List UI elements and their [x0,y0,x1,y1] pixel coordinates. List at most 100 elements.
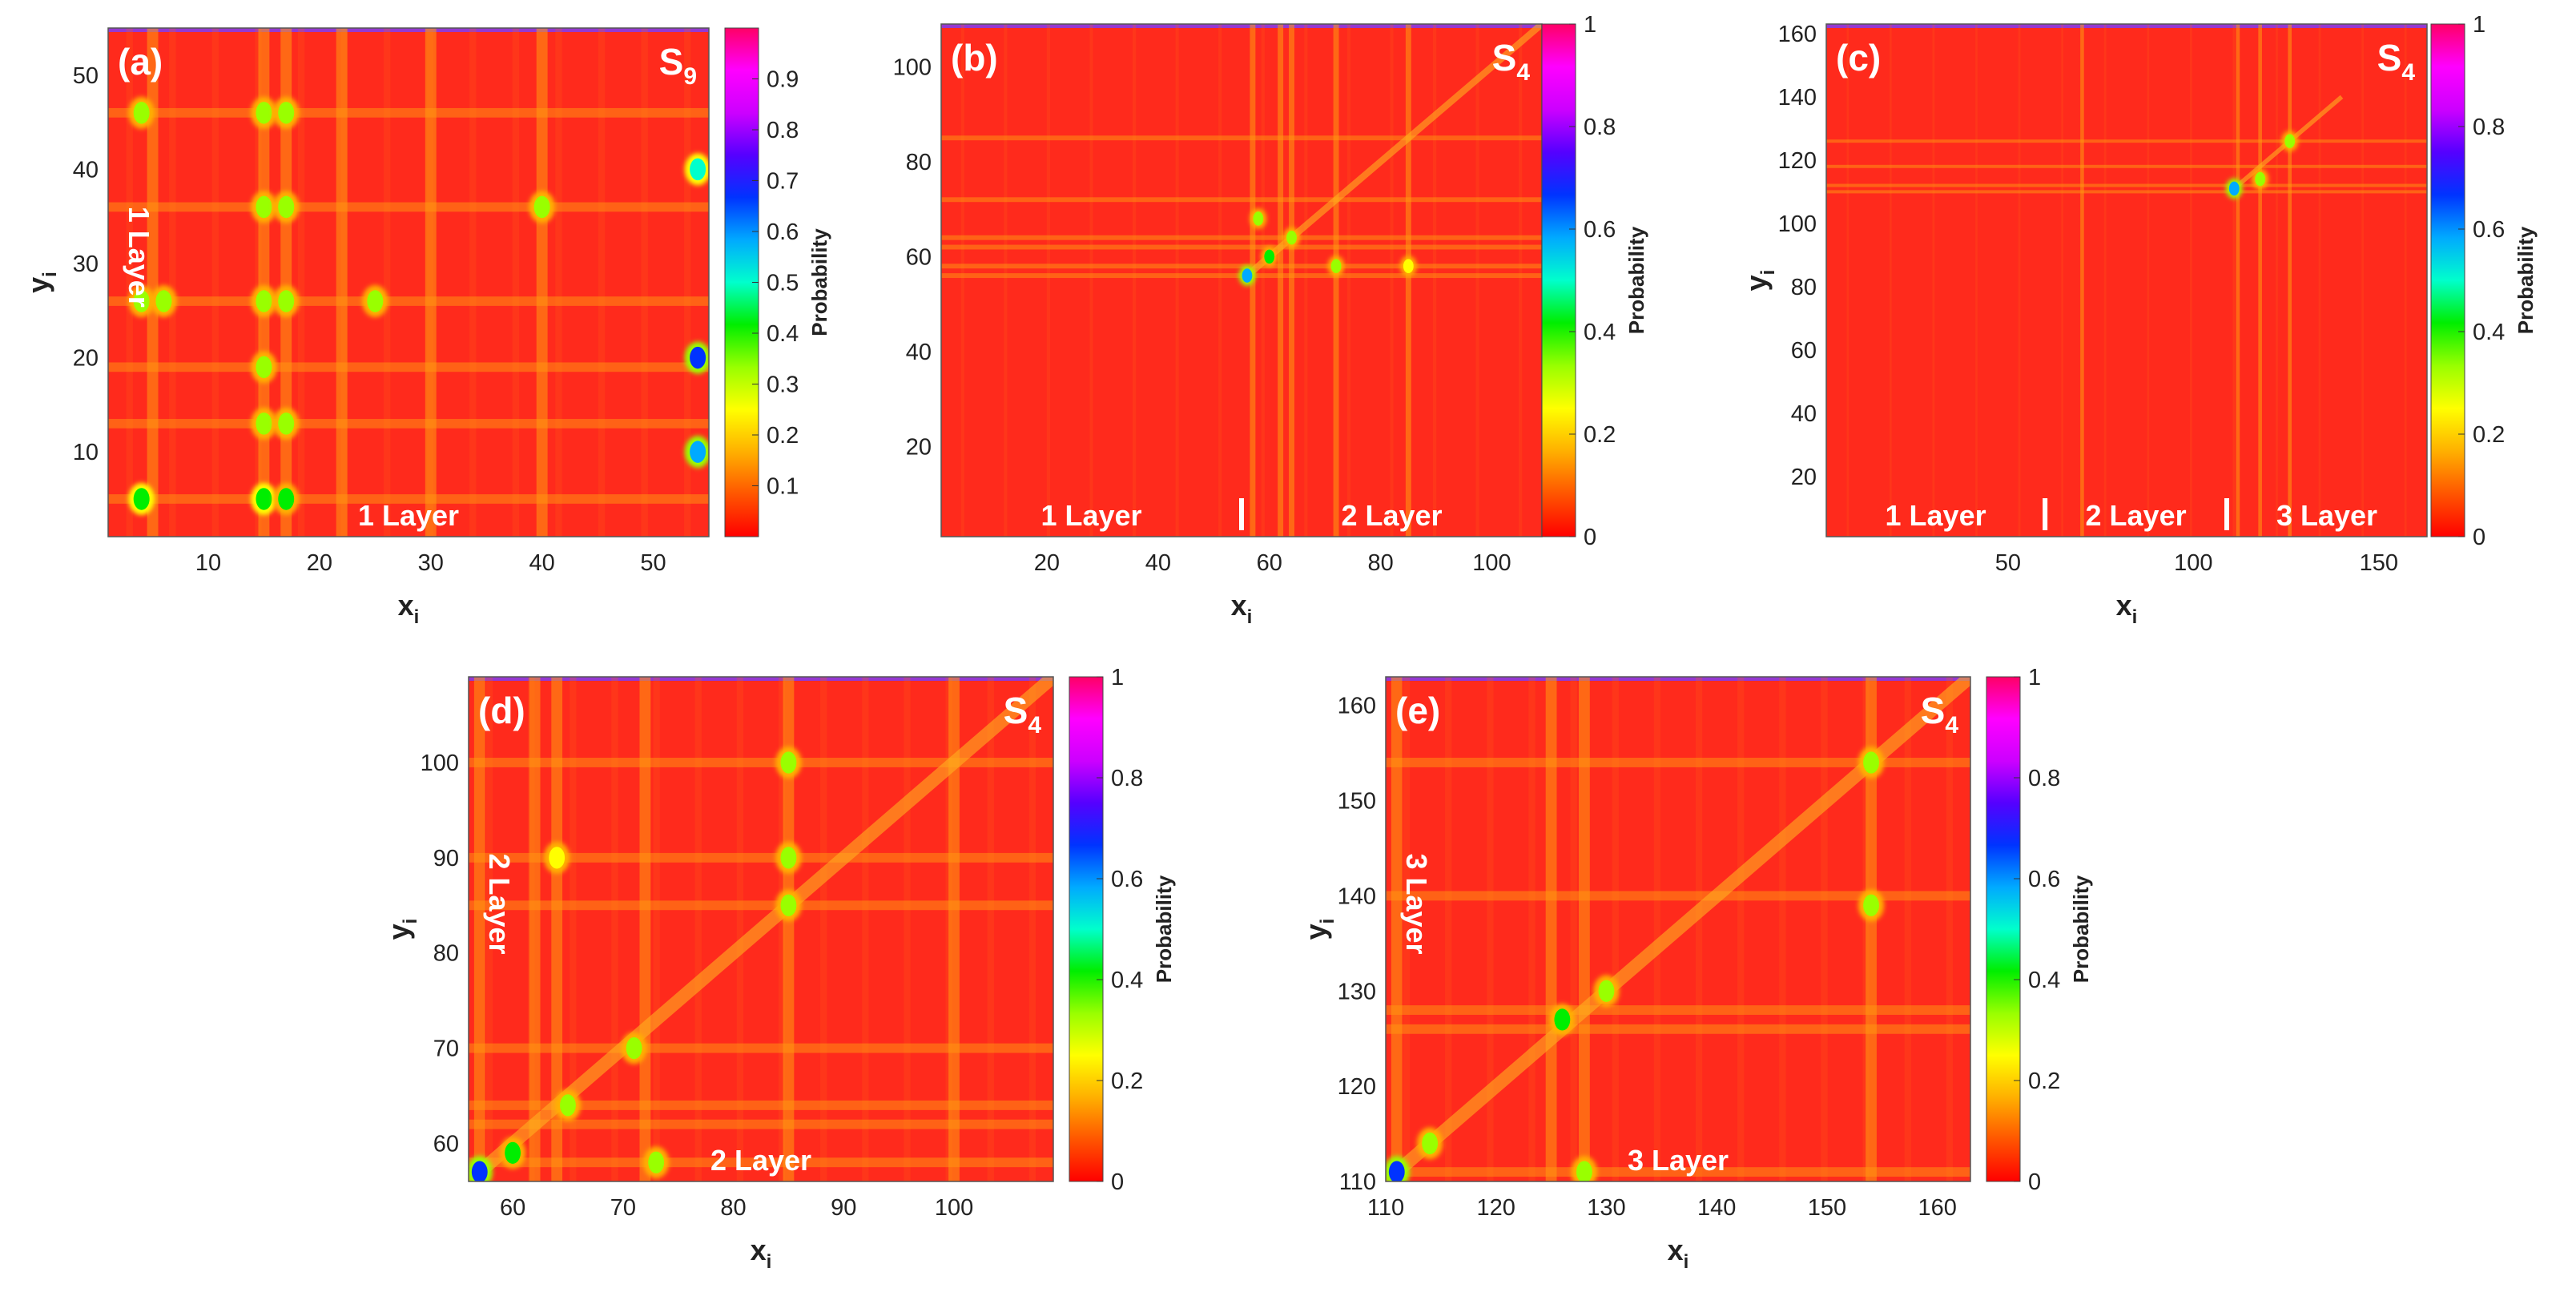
y-tick-label: 140 [1338,883,1376,909]
hot-spot [780,751,797,774]
texture-stripe [987,677,994,1181]
layer-separator [2224,498,2229,530]
x-tick-label: 50 [640,550,666,576]
texture-stripe [1846,24,1849,537]
hot-spot [256,413,272,435]
feature-row [941,197,1542,203]
colorbar-tick-label: 0.4 [2028,968,2060,993]
colorbar-tick-label: 0.8 [2028,766,2060,791]
colorbar-tick-label: 0 [1111,1169,1124,1195]
feature-row [1386,1005,1970,1015]
colorbar-label: Probability [1624,226,1648,334]
hot-spot [2228,181,2240,196]
panel-label: (b) [951,37,998,78]
y-tick-label: 30 [73,252,99,277]
y-tick-label: 60 [433,1131,459,1157]
texture-stripe [2061,24,2064,537]
hot-spot [278,290,295,312]
colorbar-tick-label: 0.6 [2473,217,2505,243]
heatmap-svg: 10 20 30 40 50 10 20 30 40 50 xi yi (a) S9 1 Layer 1 La… [22,27,831,628]
x-tick-label: 50 [1995,550,2021,576]
x-tick-label: 100 [2174,550,2212,576]
feature-row [469,1119,1053,1129]
state-label: S4 [1004,690,1042,739]
plot-frame [1825,23,2428,537]
hot-spot [471,1161,488,1181]
texture-stripe [1475,24,1479,537]
colorbar-tick-label: 0.2 [2473,422,2505,448]
hot-spot [690,346,706,369]
colorbar [1986,676,2021,1182]
feature-row [1826,183,2427,187]
y-tick-label: 140 [1778,85,1817,111]
feature-row [469,900,1053,911]
texture-stripe [1528,677,1536,1181]
feature-column [1579,677,1590,1181]
texture-stripe [555,28,562,537]
colorbar-tick-label: 0.7 [767,169,799,195]
texture-stripe [1946,677,1954,1181]
texture-stripe [1889,24,1892,537]
texture-stripe [904,677,911,1181]
colorbar-label: Probability [2069,875,2093,983]
x-tick-label: 160 [1918,1195,1956,1221]
y-axis-label: yi [1299,919,1338,940]
feature-row [108,296,709,306]
texture-stripe [1695,677,1703,1181]
y-tick-label: 10 [73,440,99,465]
colorbar-tick-label: 0.4 [767,321,799,347]
edge-fringe [1826,24,2427,28]
hot-spot [133,488,150,510]
texture-stripe [384,28,391,537]
colorbar-label: Probability [807,228,831,336]
colorbar [1069,676,1104,1182]
hot-spot [690,158,706,181]
y-tick-label: 40 [1791,401,1817,427]
x-tick-label: 40 [529,550,555,576]
colorbar-tick-label: 0.4 [1111,968,1143,993]
panel-label: (c) [1836,37,1881,78]
x-tick-label: 100 [935,1195,973,1221]
feature-row [108,362,709,372]
state-label: S9 [659,41,697,90]
feature-column [1278,24,1284,537]
y-tick-label: 120 [1778,148,1817,174]
colorbar-tick-label: 0 [2473,525,2485,550]
hot-spot [780,847,797,869]
texture-stripe [2276,24,2278,537]
y-tick-label: 80 [1791,275,1817,300]
y-axis-label: yi [1740,270,1779,292]
texture-stripe [1132,24,1137,537]
heatmap-svg: 50 100 150 20 40 60 80 100 120 140 160 xi yi (c) S4 1 L… [1740,12,2538,628]
layer-separator [1239,498,1244,530]
texture-stripe [694,677,702,1181]
texture-stripe [469,28,477,537]
heatmap-svg: 60 70 80 90 100 60 70 80 90 100 xi yi (d) S4 2 Layer 2 … [382,665,1176,1273]
hot-spot [1330,259,1342,274]
y-tick-label: 60 [1791,338,1817,364]
layer-label-x: 2 Layer [710,1144,811,1177]
y-tick-label: 20 [906,434,932,460]
state-label: S4 [2377,37,2416,86]
y-tick-label: 20 [73,346,99,372]
hot-spot [256,488,272,510]
texture-stripe [297,28,305,537]
layer-label-x: 1 Layer [358,499,459,532]
feature-row [1386,1024,1970,1034]
state-label: S4 [1492,37,1531,86]
x-axis-label: xi [751,1234,772,1273]
panel-label: (a) [118,41,163,83]
colorbar-tick-label: 0.8 [767,118,799,143]
x-tick-label: 30 [418,550,444,576]
colorbar-tick-label: 0.8 [2473,115,2505,140]
x-tick-label: 10 [195,550,221,576]
texture-stripe [485,677,493,1181]
plot-frame [1385,676,1971,1182]
texture-stripe [736,677,744,1181]
texture-stripe [1028,677,1036,1181]
hot-spot [1598,980,1615,1002]
feature-row [469,1100,1053,1110]
texture-stripe [611,677,618,1181]
texture-stripe [684,28,691,537]
texture-stripe [641,28,648,537]
